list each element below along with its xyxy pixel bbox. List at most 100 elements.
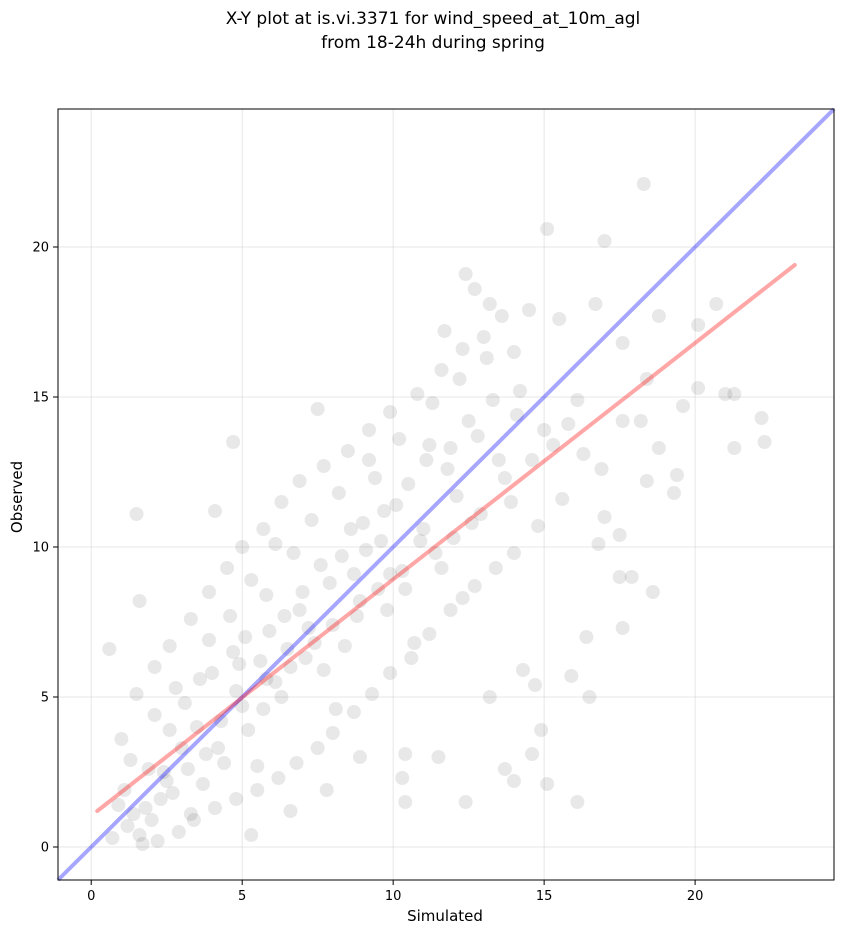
data-point <box>355 516 370 530</box>
data-point <box>428 546 443 560</box>
data-point <box>153 792 168 806</box>
data-point <box>525 453 540 467</box>
data-point <box>368 471 383 485</box>
data-point <box>540 222 555 236</box>
data-point <box>446 531 461 545</box>
data-point <box>455 591 470 605</box>
data-point <box>253 654 268 668</box>
data-point <box>522 303 537 317</box>
data-point <box>162 639 177 653</box>
identity-line <box>56 107 836 882</box>
data-point <box>162 723 177 737</box>
data-point <box>331 486 346 500</box>
data-point <box>512 384 527 398</box>
data-point <box>691 381 706 395</box>
data-point <box>223 609 238 623</box>
data-point <box>404 651 419 665</box>
data-point <box>274 495 289 509</box>
data-point <box>132 828 147 842</box>
data-point <box>757 435 772 449</box>
data-point <box>201 585 216 599</box>
data-point <box>666 486 681 500</box>
data-point <box>531 519 546 533</box>
data-point <box>307 636 322 650</box>
data-point <box>440 462 455 476</box>
data-point <box>138 801 153 815</box>
data-point <box>244 828 259 842</box>
data-point <box>235 540 250 554</box>
data-point <box>241 723 256 737</box>
data-point <box>328 702 343 716</box>
data-point <box>591 537 606 551</box>
data-point <box>295 585 310 599</box>
data-point <box>374 534 389 548</box>
data-point <box>691 318 706 332</box>
data-point <box>214 714 229 728</box>
data-point <box>588 297 603 311</box>
data-point <box>555 492 570 506</box>
data-point <box>362 453 377 467</box>
y-tick-label: 15 <box>32 391 49 406</box>
data-point <box>235 699 250 713</box>
data-point <box>256 702 271 716</box>
data-point <box>208 504 223 518</box>
data-point <box>612 570 627 584</box>
data-point <box>497 471 512 485</box>
data-point <box>334 549 349 563</box>
data-point <box>262 624 277 638</box>
data-point <box>383 666 398 680</box>
data-point <box>612 528 627 542</box>
data-point <box>132 594 147 608</box>
data-point <box>413 534 428 548</box>
data-point <box>482 297 497 311</box>
data-point <box>594 462 609 476</box>
data-point <box>727 387 742 401</box>
chart-title-line-2: from 18-24h during spring <box>321 33 545 53</box>
data-point <box>319 783 334 797</box>
data-point <box>352 594 367 608</box>
data-point <box>473 507 488 521</box>
data-point <box>268 537 283 551</box>
data-point <box>301 621 316 635</box>
data-point <box>485 393 500 407</box>
data-point <box>464 516 479 530</box>
data-point <box>298 651 313 665</box>
data-point <box>458 267 473 281</box>
data-point <box>458 795 473 809</box>
data-point <box>346 705 361 719</box>
data-point <box>362 423 377 437</box>
data-point <box>365 687 380 701</box>
chart-title-line-1: X-Y plot at is.vi.3371 for wind_speed_at… <box>226 9 641 29</box>
data-point <box>491 453 506 467</box>
data-point <box>310 402 325 416</box>
data-point <box>503 495 518 509</box>
data-point <box>232 657 247 671</box>
data-point <box>669 468 684 482</box>
data-point <box>537 423 552 437</box>
data-point <box>144 813 159 827</box>
data-point <box>150 834 165 848</box>
data-point <box>337 639 352 653</box>
data-point <box>509 408 524 422</box>
data-point <box>316 459 331 473</box>
data-point <box>452 372 467 386</box>
data-point <box>398 795 413 809</box>
data-point <box>126 807 141 821</box>
data-point <box>274 690 289 704</box>
data-point <box>422 627 437 641</box>
data-point <box>358 543 373 557</box>
data-point <box>482 690 497 704</box>
data-point <box>515 663 530 677</box>
data-point <box>434 561 449 575</box>
data-point <box>129 687 144 701</box>
data-point <box>639 474 654 488</box>
data-point <box>292 603 307 617</box>
data-point <box>105 831 120 845</box>
y-tick-label: 5 <box>41 691 49 706</box>
data-point <box>147 708 162 722</box>
data-point <box>651 441 666 455</box>
data-point <box>256 522 271 536</box>
data-point <box>497 762 512 776</box>
y-axis-label: Observed <box>8 461 26 533</box>
data-point <box>437 324 452 338</box>
